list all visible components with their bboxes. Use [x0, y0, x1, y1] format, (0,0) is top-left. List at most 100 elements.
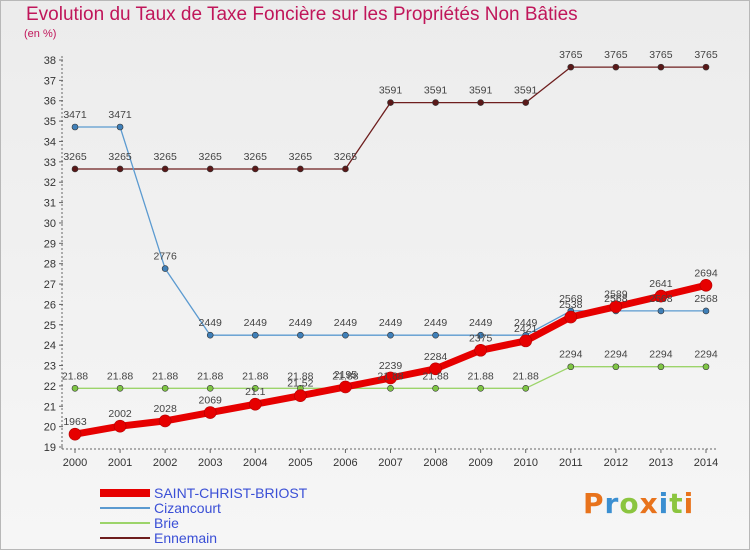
data-label-saint-christ-briost: 2538 [559, 299, 583, 311]
x-tick-label: 2011 [559, 457, 583, 469]
data-point-cizancourt [387, 331, 394, 339]
data-label-cizancourt: 2449 [514, 317, 538, 329]
data-label-brie: 21.88 [287, 370, 313, 382]
x-tick-label: 2014 [694, 457, 718, 469]
data-label-brie: 21.88 [62, 370, 88, 382]
data-label-saint-christ-briost: 2641 [649, 278, 673, 290]
data-label-brie: 21.88 [197, 370, 223, 382]
data-label-cizancourt: 2776 [153, 251, 177, 263]
data-point-cizancourt [116, 123, 124, 131]
data-label-saint-christ-briost: 2195 [334, 369, 358, 381]
y-tick-label: 26 [44, 299, 56, 311]
x-tick-label: 2001 [108, 457, 132, 469]
data-point-ennemain [522, 99, 530, 106]
x-tick-label: 2009 [468, 457, 492, 469]
x-tick-label: 2000 [63, 457, 87, 469]
logo-letter: P [583, 487, 605, 520]
data-label-cizancourt: 2449 [334, 317, 358, 329]
data-label-brie: 21.88 [107, 370, 133, 382]
data-label-saint-christ-briost: 2069 [199, 395, 223, 407]
data-label-saint-christ-briost: 2375 [469, 332, 493, 344]
data-label-ennemain: 3265 [289, 151, 313, 163]
legend-swatch [100, 507, 150, 509]
data-label-ennemain: 3591 [424, 85, 448, 97]
data-label-saint-christ-briost: 2421 [514, 323, 538, 335]
data-label-brie: 21.88 [468, 370, 494, 382]
y-axis-unit: (en %) [24, 28, 57, 40]
data-label-cizancourt: 2449 [424, 317, 448, 329]
x-tick-label: 2008 [423, 457, 447, 469]
data-point-brie [206, 385, 214, 392]
data-point-saint-christ-briost [519, 334, 533, 348]
data-point-ennemain [297, 165, 304, 173]
data-label-saint-christ-briost: 2239 [379, 360, 403, 372]
data-label-brie: 2294 [694, 349, 718, 361]
data-label-ennemain: 3765 [559, 49, 583, 61]
series-labels: 3265 3265 3265 3265 3265 3265 3265 3591 3591 3591… [62, 49, 718, 428]
logo-letter: i [658, 487, 670, 520]
data-point-ennemain [206, 165, 214, 173]
x-tick-label: 2013 [649, 457, 673, 469]
data-label-brie: 21.88 [377, 370, 403, 382]
y-tick-label: 23 [44, 361, 56, 373]
data-label-saint-christ-briost: 2589 [604, 289, 628, 301]
data-label-saint-christ-briost: 21.52 [287, 378, 313, 390]
data-point-cizancourt [432, 331, 439, 339]
x-tick-label: 2005 [288, 457, 312, 469]
data-label-cizancourt: 2449 [379, 317, 403, 329]
data-point-ennemain [702, 63, 710, 71]
data-point-ennemain [71, 165, 79, 173]
x-tick-label: 2004 [243, 457, 267, 469]
y-tick-label: 33 [44, 157, 56, 169]
x-tick-label: 2007 [378, 457, 402, 469]
data-point-ennemain [612, 63, 620, 71]
data-point-ennemain [387, 99, 394, 106]
data-point-brie [387, 385, 394, 392]
logo-letter: r [604, 487, 620, 520]
x-tick-label: 2010 [513, 457, 537, 469]
data-label-ennemain: 3591 [379, 85, 403, 97]
data-label-saint-christ-briost: 2284 [424, 351, 448, 363]
data-label-cizancourt: 2568 [604, 293, 628, 305]
data-label-brie: 2294 [604, 349, 628, 361]
data-point-brie [612, 363, 620, 371]
data-label-ennemain: 3591 [469, 85, 493, 97]
data-point-saint-christ-briost [113, 419, 127, 433]
data-label-cizancourt: 2449 [469, 317, 493, 329]
data-point-brie [567, 363, 575, 371]
data-label-brie: 2294 [559, 349, 583, 361]
data-label-cizancourt: 3471 [63, 109, 87, 121]
x-tick-label: 2003 [198, 457, 222, 469]
data-label-ennemain: 3765 [694, 49, 718, 61]
data-label-saint-christ-briost: 2028 [153, 403, 177, 415]
legend-label: Ennemain [154, 530, 218, 546]
data-point-brie [71, 385, 79, 392]
data-label-cizancourt: 2449 [244, 317, 268, 329]
data-label-ennemain: 3265 [63, 151, 87, 163]
data-point-saint-christ-briost [699, 278, 713, 292]
data-point-ennemain [567, 63, 575, 71]
data-point-brie [251, 385, 259, 392]
data-label-ennemain: 3265 [153, 151, 177, 163]
data-label-cizancourt: 2568 [694, 293, 718, 305]
y-tick-label: 19 [44, 442, 56, 454]
data-label-brie: 21.88 [242, 370, 268, 382]
data-point-brie [522, 385, 530, 392]
data-point-ennemain [342, 165, 349, 173]
data-point-cizancourt [477, 331, 484, 339]
proxiti-logo: Proxiti [583, 487, 694, 520]
data-point-ennemain [432, 99, 439, 106]
data-point-brie [116, 385, 124, 392]
y-tick-label: 20 [44, 422, 56, 434]
y-tick-label: 32 [44, 177, 56, 189]
data-point-cizancourt [71, 123, 79, 131]
data-label-cizancourt: 2449 [289, 317, 313, 329]
data-point-saint-christ-briost [248, 397, 262, 411]
logo-letter: x [639, 487, 659, 520]
data-point-cizancourt [206, 331, 214, 339]
data-point-saint-christ-briost [294, 389, 307, 402]
y-tick-label: 31 [44, 198, 56, 210]
data-point-saint-christ-briost [564, 310, 578, 324]
data-point-cizancourt [342, 331, 349, 339]
y-tick-label: 27 [44, 279, 56, 291]
